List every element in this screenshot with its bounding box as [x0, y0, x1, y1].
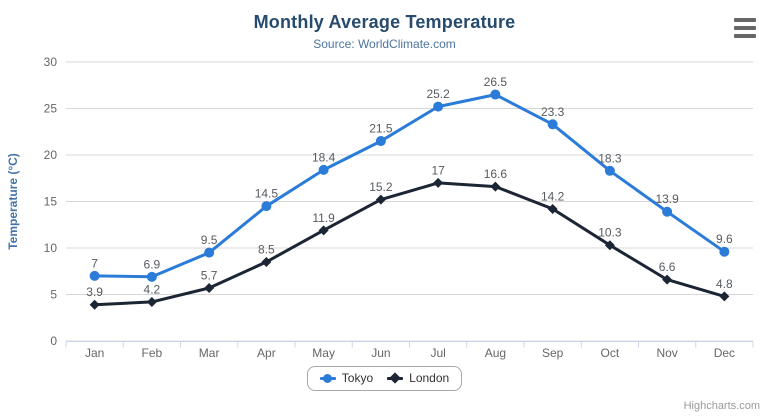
legend-item-london[interactable]: London — [387, 371, 449, 385]
data-point-london[interactable] — [433, 177, 444, 188]
y-axis-title: Temperature (°C) — [6, 153, 20, 250]
y-tick-label: 30 — [44, 55, 58, 69]
data-point-tokyo[interactable] — [261, 201, 272, 212]
data-point-tokyo[interactable] — [318, 164, 329, 175]
data-point-tokyo[interactable] — [89, 270, 100, 281]
data-point-london[interactable] — [89, 299, 100, 310]
x-tick-label: May — [312, 346, 335, 360]
data-label-london: 3.9 — [86, 285, 103, 299]
london-series-marker-icon — [387, 372, 404, 384]
x-tick-label: Aug — [485, 346, 506, 360]
data-point-tokyo[interactable] — [204, 247, 215, 258]
data-label-london: 6.6 — [659, 260, 676, 274]
data-point-london[interactable] — [261, 256, 272, 267]
data-label-tokyo: 21.5 — [369, 122, 393, 136]
export-menu-button[interactable] — [734, 18, 758, 38]
series-line-tokyo — [93, 93, 726, 279]
data-label-tokyo: 6.9 — [144, 257, 161, 271]
data-label-tokyo: 25.2 — [426, 87, 450, 101]
data-point-london[interactable] — [204, 282, 215, 293]
data-label-london: 8.5 — [258, 242, 275, 256]
x-tick-label: Feb — [142, 346, 163, 360]
data-label-london: 17 — [431, 163, 445, 177]
x-tick-label: Mar — [199, 346, 220, 360]
data-point-tokyo[interactable] — [433, 101, 444, 112]
x-tick-label: Dec — [714, 346, 735, 360]
data-label-tokyo: 9.5 — [201, 233, 218, 247]
data-point-london[interactable] — [318, 225, 329, 236]
chart-title: Monthly Average Temperature — [253, 12, 516, 32]
credits-link[interactable]: Highcharts.com — [683, 400, 760, 412]
data-point-tokyo[interactable] — [604, 165, 615, 176]
data-point-london[interactable] — [719, 291, 730, 302]
data-label-tokyo: 14.5 — [255, 187, 279, 201]
data-point-tokyo[interactable] — [146, 271, 157, 282]
hamburger-icon — [734, 26, 756, 30]
data-label-tokyo: 13.9 — [655, 192, 679, 206]
data-point-tokyo[interactable] — [547, 119, 558, 130]
data-point-london[interactable] — [490, 181, 501, 192]
tokyo-series-marker-icon — [319, 372, 336, 384]
y-tick-label: 20 — [44, 148, 58, 162]
chart-subtitle: Source: WorldClimate.com — [313, 37, 456, 51]
x-tick-label: Jan — [85, 346, 104, 360]
data-label-tokyo: 26.5 — [484, 75, 508, 89]
y-tick-label: 5 — [50, 288, 57, 302]
data-label-tokyo: 9.6 — [716, 232, 733, 246]
legend-box: Tokyo London — [306, 366, 463, 391]
data-label-tokyo: 23.3 — [541, 105, 565, 119]
y-tick-label: 0 — [50, 334, 57, 348]
data-label-london: 16.6 — [484, 167, 508, 181]
data-label-tokyo: 7 — [91, 256, 98, 270]
data-point-tokyo[interactable] — [490, 89, 501, 100]
data-point-london[interactable] — [375, 194, 386, 205]
data-label-tokyo: 18.3 — [598, 151, 622, 165]
y-tick-label: 10 — [44, 241, 58, 255]
series-line-london — [93, 181, 726, 307]
x-tick-label: Jul — [430, 346, 445, 360]
data-point-tokyo[interactable] — [662, 206, 673, 217]
x-tick-label: Jun — [371, 346, 390, 360]
data-point-london[interactable] — [604, 240, 615, 251]
data-point-london[interactable] — [146, 296, 157, 307]
hamburger-icon — [734, 18, 756, 22]
hamburger-icon — [734, 34, 756, 38]
data-label-london: 11.9 — [312, 211, 335, 225]
y-tick-label: 25 — [44, 102, 58, 116]
legend-item-tokyo[interactable]: Tokyo — [319, 371, 374, 385]
data-point-london[interactable] — [547, 203, 558, 214]
data-point-tokyo[interactable] — [719, 246, 730, 257]
x-tick-label: Oct — [601, 346, 620, 360]
data-label-london: 14.2 — [541, 189, 565, 203]
data-label-london: 4.8 — [716, 277, 733, 291]
data-label-london: 10.3 — [598, 226, 622, 240]
legend-label-tokyo: Tokyo — [341, 371, 374, 385]
data-label-london: 15.2 — [369, 180, 393, 194]
legend-label-london: London — [409, 371, 450, 385]
data-point-london[interactable] — [662, 274, 673, 285]
y-tick-label: 15 — [44, 195, 58, 209]
data-label-tokyo: 18.4 — [312, 150, 336, 164]
x-tick-label: Sep — [542, 346, 564, 360]
data-label-london: 5.7 — [201, 268, 218, 282]
legend: Tokyo London — [0, 366, 769, 391]
data-label-london: 4.2 — [144, 282, 161, 296]
x-tick-label: Nov — [656, 346, 677, 360]
data-point-tokyo[interactable] — [375, 136, 386, 147]
x-tick-label: Apr — [257, 346, 276, 360]
